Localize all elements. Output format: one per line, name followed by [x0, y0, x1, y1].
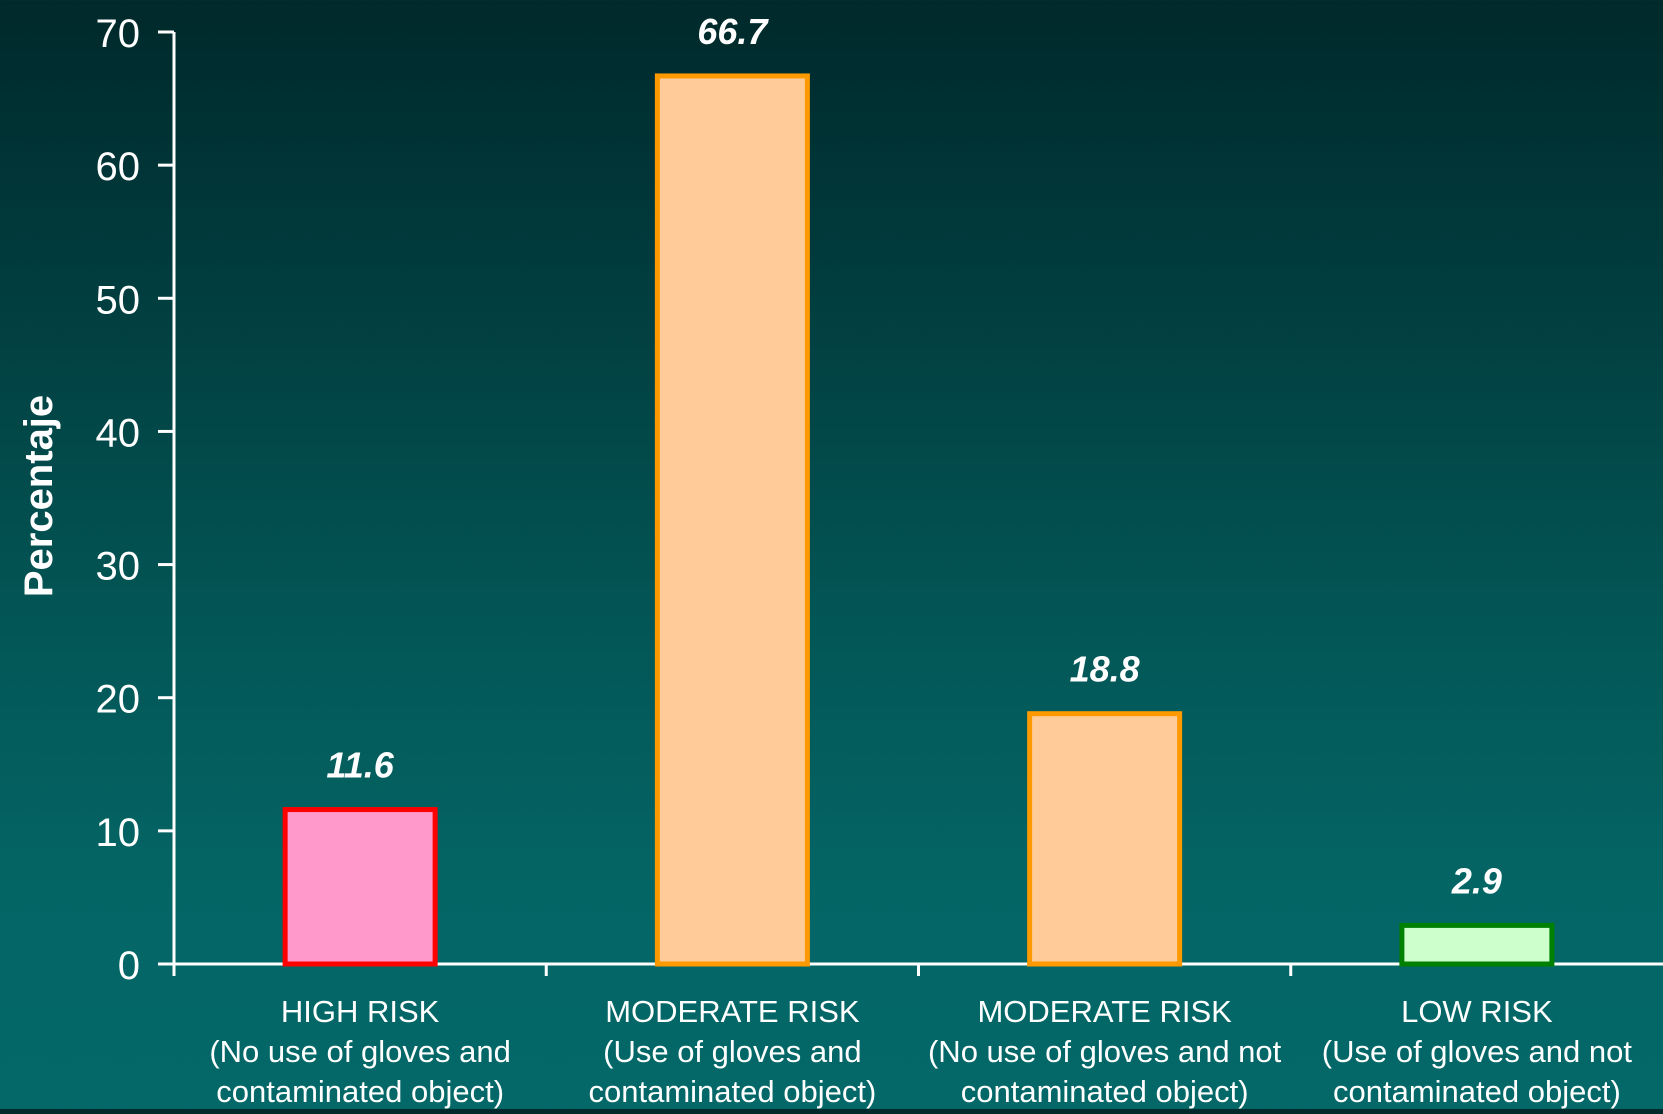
x-tick-label: contaminated object) — [1333, 1074, 1621, 1109]
y-tick-label: 50 — [96, 278, 141, 322]
bar — [1402, 925, 1552, 964]
data-label: 18.8 — [1070, 649, 1140, 690]
x-tick-label: MODERATE RISK — [977, 994, 1232, 1029]
y-tick-label: 0 — [118, 944, 140, 988]
data-label: 66.7 — [697, 11, 769, 52]
x-tick-label: (Use of gloves and — [603, 1034, 861, 1069]
x-tick-label: MODERATE RISK — [605, 994, 860, 1029]
bars — [285, 76, 1552, 964]
x-tick-label: HIGH RISK — [281, 994, 440, 1029]
x-tick-label: (No use of gloves and — [209, 1034, 511, 1069]
x-tick-label: contaminated object) — [961, 1074, 1249, 1109]
x-tick-label: contaminated object) — [216, 1074, 504, 1109]
y-tick-label: 10 — [96, 811, 141, 855]
y-tick-label: 40 — [96, 411, 141, 455]
x-tick-label: LOW RISK — [1401, 994, 1553, 1029]
data-label: 11.6 — [326, 745, 394, 786]
y-axis-label: Percentaje — [17, 395, 61, 597]
bar — [1030, 714, 1180, 964]
y-tick-label: 60 — [96, 145, 141, 189]
y-tick-label: 30 — [96, 545, 141, 589]
bar — [657, 76, 807, 964]
data-label: 2.9 — [1451, 860, 1502, 901]
bar — [285, 810, 435, 964]
x-tick-label: (No use of gloves and not — [928, 1034, 1282, 1069]
x-tick-label: (Use of gloves and not — [1322, 1034, 1633, 1069]
y-tick-label: 70 — [96, 12, 141, 56]
x-tick-label: contaminated object) — [588, 1074, 876, 1109]
y-tick-label: 20 — [96, 678, 141, 722]
